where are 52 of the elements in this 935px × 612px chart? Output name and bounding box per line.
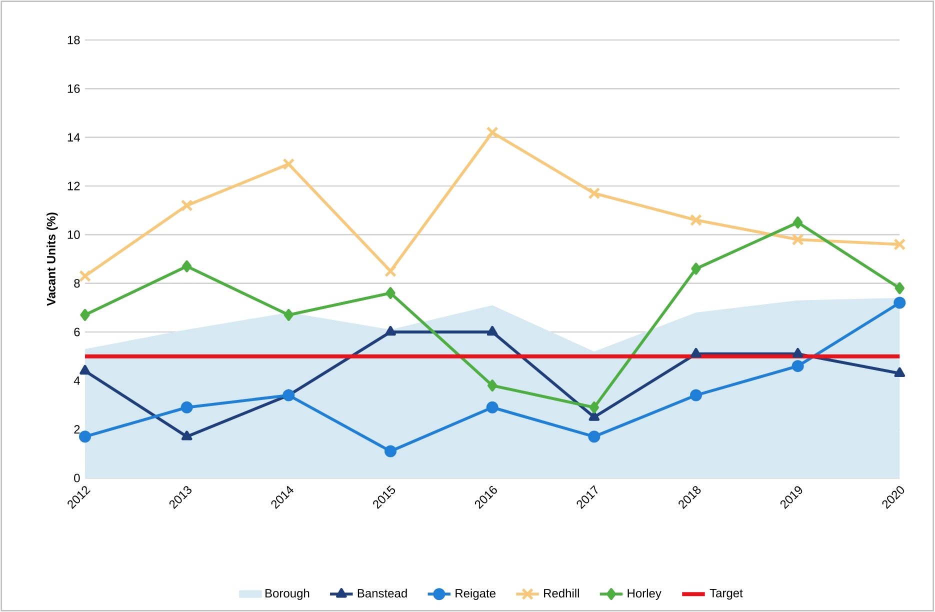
legend-label: Borough <box>266 588 310 600</box>
point <box>181 430 192 440</box>
y-tick-label: 16 <box>68 84 80 93</box>
point <box>486 326 498 336</box>
point <box>78 270 92 282</box>
point <box>793 216 803 229</box>
point <box>486 126 498 139</box>
point <box>385 326 396 336</box>
point <box>282 158 295 170</box>
point <box>894 367 906 378</box>
legend-label: Horley <box>628 588 662 600</box>
y-tick-label: 4 <box>74 376 80 385</box>
point <box>691 262 701 275</box>
point <box>180 401 193 414</box>
legend-label: Redhill <box>544 588 579 598</box>
point <box>182 260 192 272</box>
point <box>282 389 295 402</box>
point <box>690 214 702 226</box>
y-tick-label: 12 <box>68 182 80 190</box>
point <box>284 308 294 321</box>
point <box>588 411 600 421</box>
y-tick-label: 6 <box>74 328 80 336</box>
point <box>384 265 397 278</box>
point <box>588 187 600 200</box>
y-tick-label: 8 <box>74 279 80 288</box>
y-tick-label: 0 <box>74 474 80 482</box>
point <box>690 348 702 358</box>
legend-label: Target <box>710 588 743 600</box>
point <box>384 445 397 458</box>
y-tick-label: 10 <box>68 230 80 239</box>
point <box>588 430 600 443</box>
point <box>486 401 498 414</box>
point <box>792 233 804 246</box>
point <box>690 389 702 402</box>
y-tick-label: 14 <box>68 133 80 142</box>
y-tick-label: 18 <box>68 36 80 44</box>
y-axis-title: Vacant Units (%) <box>46 212 58 306</box>
point <box>894 282 905 294</box>
point <box>894 296 906 309</box>
point <box>894 238 906 250</box>
legend-label: Reigate <box>456 588 496 600</box>
point <box>79 430 92 443</box>
point <box>180 199 193 212</box>
point <box>386 287 396 300</box>
point <box>792 348 804 358</box>
point <box>80 364 90 375</box>
point <box>792 360 804 372</box>
y-tick-label: 2 <box>74 425 80 434</box>
point <box>589 401 600 414</box>
legend-label: Banstead <box>358 588 407 598</box>
point <box>80 308 90 321</box>
point <box>488 380 498 392</box>
